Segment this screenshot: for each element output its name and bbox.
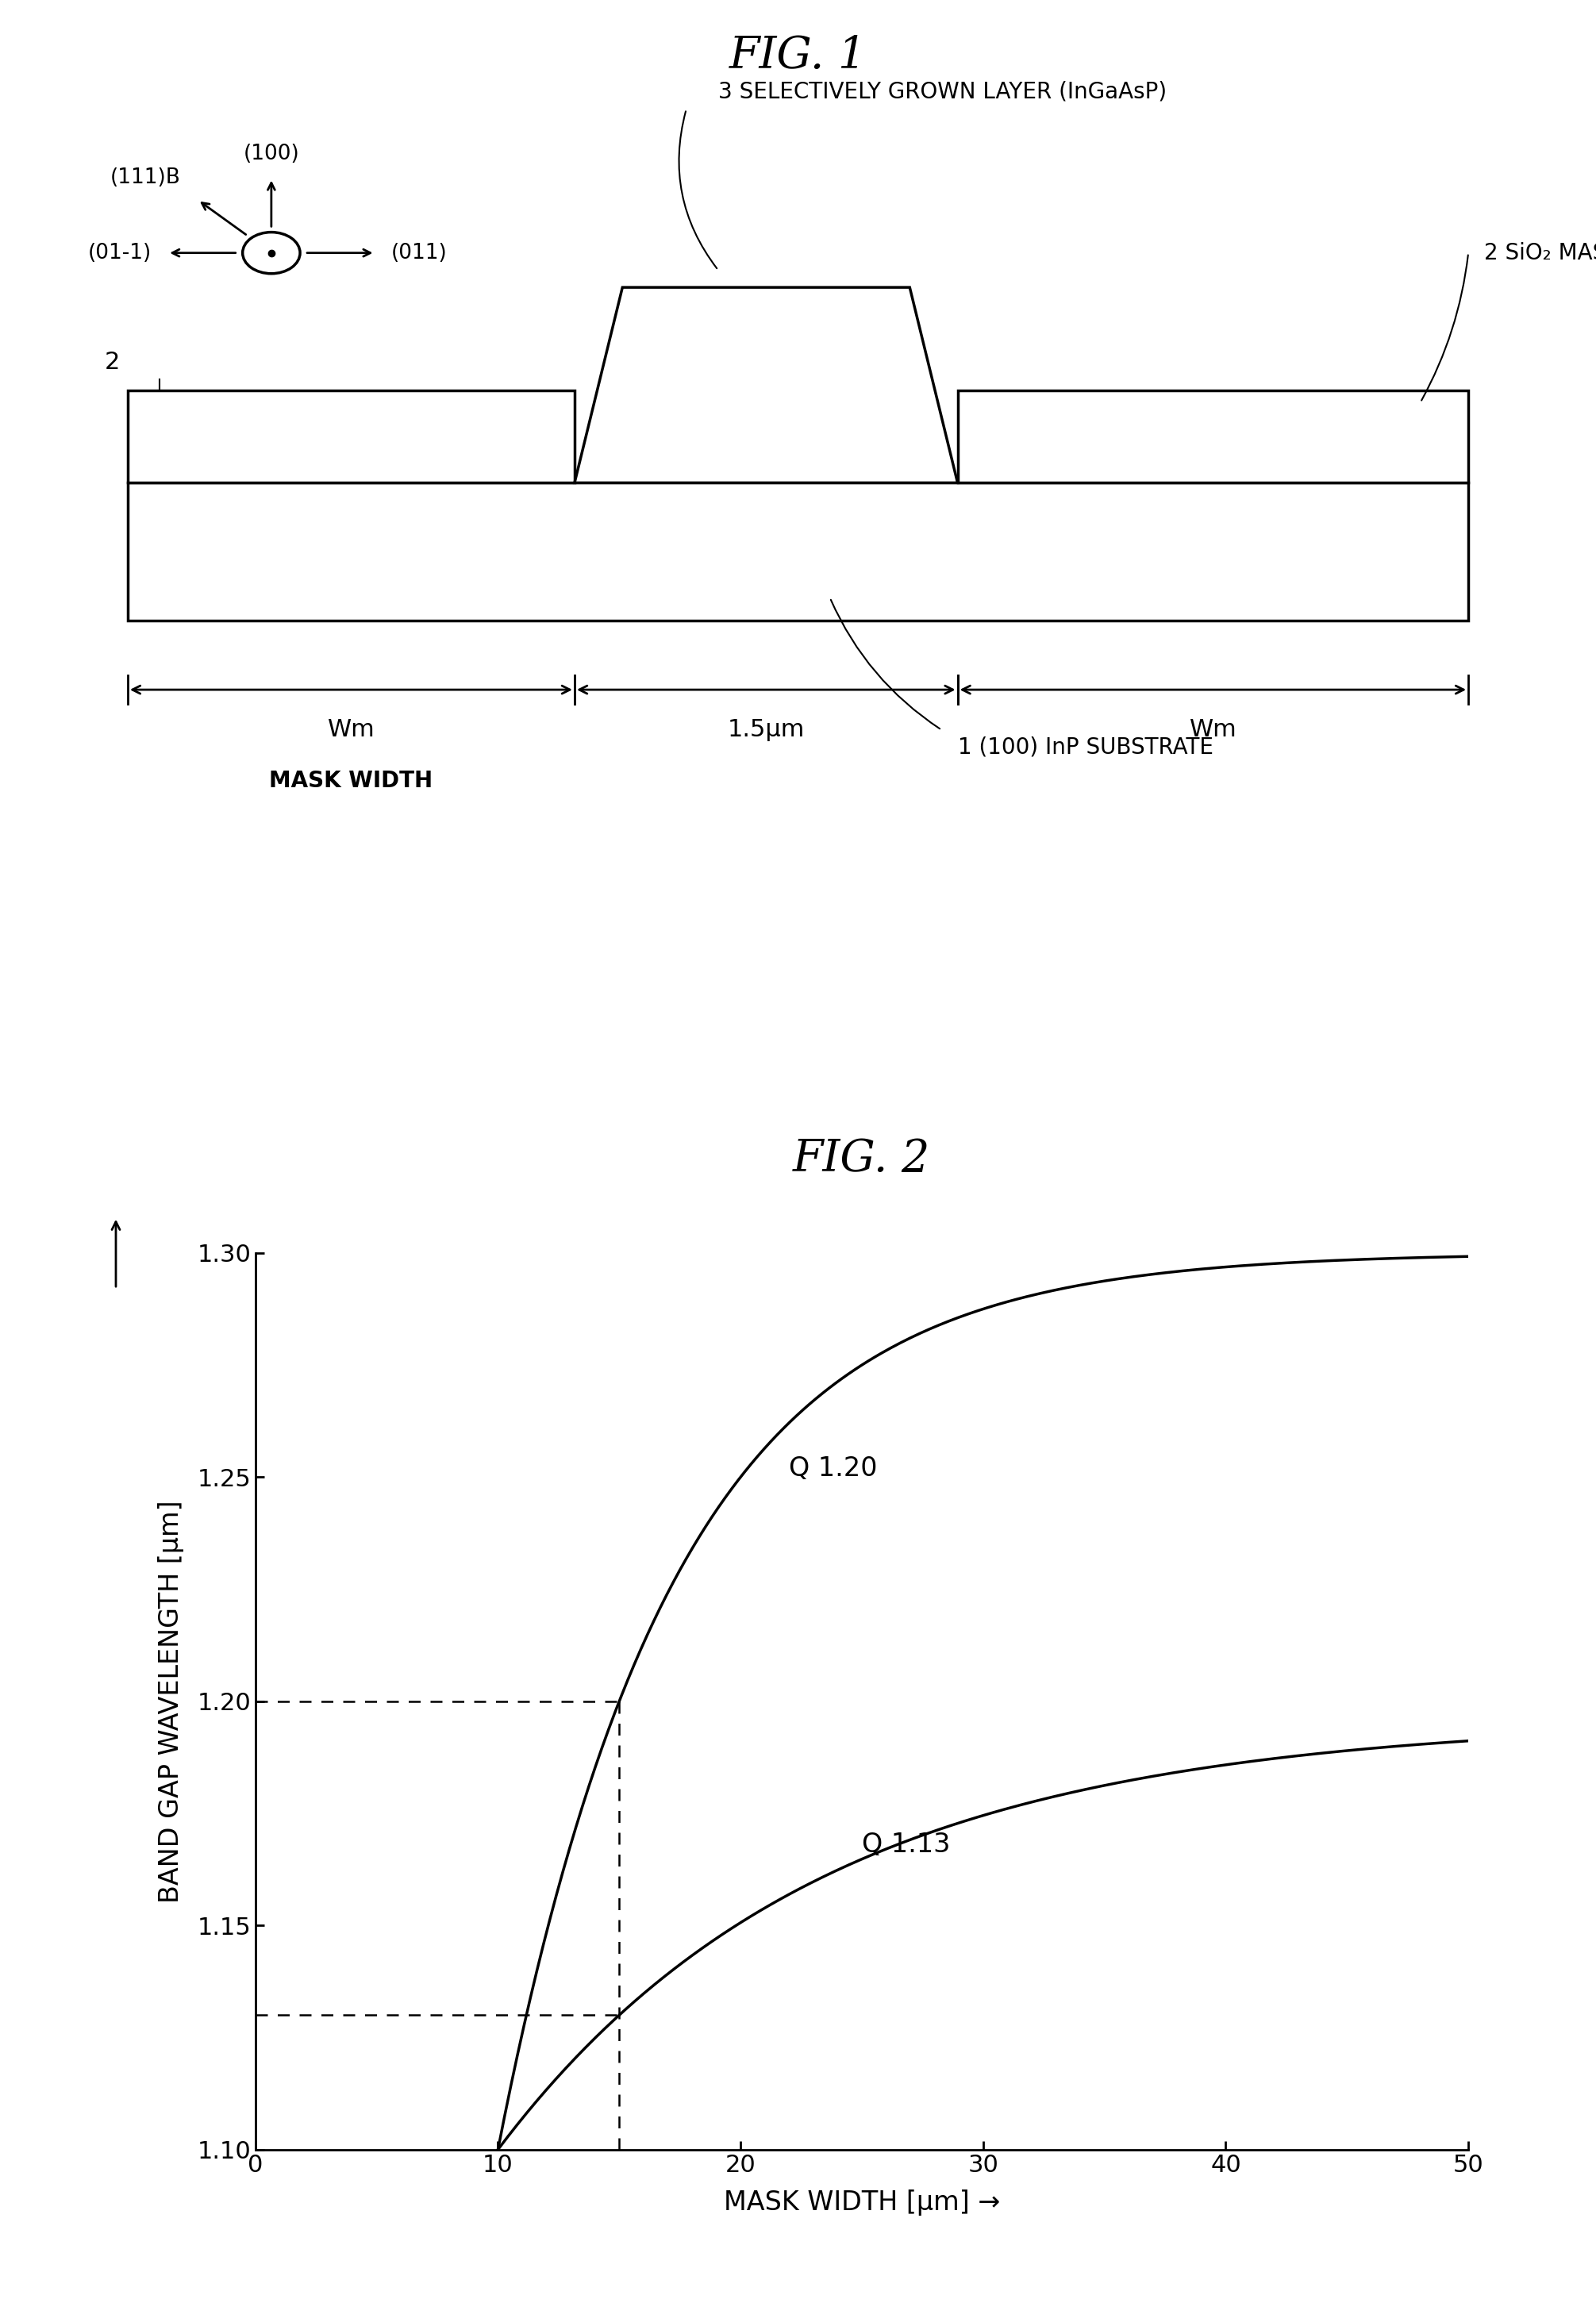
- Text: 2 SiO₂ MASK: 2 SiO₂ MASK: [1484, 241, 1596, 264]
- Text: 1.5μm: 1.5μm: [728, 717, 804, 743]
- Text: FIG. 1: FIG. 1: [729, 34, 867, 78]
- Bar: [128, 483, 1468, 621]
- Text: 1 (100) InP SUBSTRATE: 1 (100) InP SUBSTRATE: [958, 736, 1213, 759]
- Bar: [128, 391, 575, 483]
- Text: FIG. 2: FIG. 2: [793, 1138, 930, 1182]
- Text: Q 1.13: Q 1.13: [862, 1832, 950, 1858]
- Text: (01-1): (01-1): [88, 244, 152, 262]
- Bar: [958, 391, 1468, 483]
- Polygon shape: [575, 287, 958, 483]
- Text: Wm: Wm: [1189, 717, 1237, 743]
- Text: MASK WIDTH: MASK WIDTH: [270, 770, 433, 793]
- Text: (100): (100): [243, 145, 300, 166]
- Text: 3 SELECTIVELY GROWN LAYER (InGaAsP): 3 SELECTIVELY GROWN LAYER (InGaAsP): [718, 80, 1167, 103]
- X-axis label: MASK WIDTH [μm] →: MASK WIDTH [μm] →: [723, 2189, 1001, 2216]
- Text: (011): (011): [391, 244, 447, 262]
- Y-axis label: BAND GAP WAVELENGTH [μm]: BAND GAP WAVELENGTH [μm]: [158, 1499, 185, 1904]
- Text: Wm: Wm: [327, 717, 375, 743]
- Text: 2: 2: [104, 349, 120, 372]
- Text: (111)B: (111)B: [110, 168, 180, 189]
- Text: Q 1.20: Q 1.20: [788, 1455, 878, 1481]
